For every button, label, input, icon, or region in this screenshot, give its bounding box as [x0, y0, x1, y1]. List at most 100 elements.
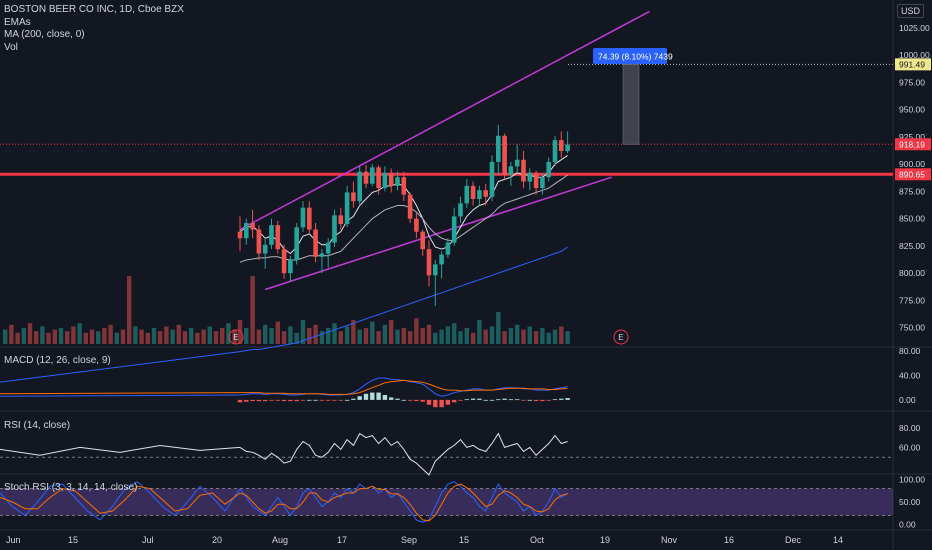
volume-bar [133, 326, 138, 344]
macd-histogram-bar [477, 398, 482, 400]
volume-bar [256, 329, 262, 344]
time-tick-label: 20 [212, 535, 222, 545]
volume-bar [458, 331, 463, 344]
stoch-d-line [239, 483, 568, 522]
currency-button[interactable]: USD [896, 4, 924, 18]
volume-bar [477, 320, 482, 344]
volume-bar [489, 326, 495, 344]
symbol-title[interactable]: BOSTON BEER CO INC, 1D, Cboe BZX [4, 4, 184, 15]
candle-body [370, 167, 375, 184]
volume-bar [508, 328, 514, 344]
macd-histogram-bar [439, 399, 444, 408]
volume-bar [269, 328, 274, 344]
candle-body [319, 253, 325, 257]
earnings-marker-future: E [618, 333, 623, 342]
candle-body [508, 166, 514, 175]
macd-histogram-bar [313, 399, 318, 401]
macd-histogram-bar [395, 398, 400, 400]
candle-body [388, 172, 394, 186]
stoch-tick-label: 50.00 [899, 497, 921, 507]
time-tick-label: 14 [833, 535, 843, 545]
candle-body [414, 218, 419, 232]
macd-histogram-bar [370, 392, 375, 400]
volume-bar [65, 331, 70, 344]
stoch-tick-label: 100.00 [899, 475, 925, 485]
candle-body [338, 215, 344, 225]
macd-histogram-bar [502, 398, 507, 400]
time-tick-label: Oct [530, 535, 545, 545]
price-tick-label: 1025.00 [899, 23, 930, 33]
macd-tick-label: 0.00 [899, 395, 916, 405]
macd-histogram-bar [533, 399, 539, 402]
indicator-ma200[interactable]: MA (200, close, 0) [4, 29, 85, 40]
volume-bar [565, 331, 570, 344]
candle-body [426, 249, 432, 276]
macd-histogram-bar [496, 399, 501, 401]
rsi-label[interactable]: RSI (14, close) [4, 420, 71, 431]
candle-body [300, 207, 306, 228]
volume-bar [244, 328, 249, 344]
macd-tick-label: 40.00 [899, 371, 921, 381]
macd-histogram-bar [294, 399, 299, 402]
indicator-emas[interactable]: EMAs [4, 16, 31, 28]
macd-histogram-bar [256, 399, 262, 402]
price-tick-label: 900.00 [899, 159, 925, 169]
volume-bar [9, 324, 14, 344]
macd-histogram-bar [376, 392, 381, 400]
candle-body [533, 172, 539, 189]
volume-bar [220, 328, 225, 344]
volume-bar [344, 326, 350, 344]
volume-bar [357, 329, 362, 344]
volume-bar [232, 329, 237, 344]
macd-histogram-bar [357, 396, 362, 400]
volume-bar [533, 331, 539, 344]
indicator-vol[interactable]: Vol [4, 41, 18, 53]
volume-bar [401, 328, 406, 344]
volume-bar [351, 320, 356, 344]
earnings-marker-future-circle [613, 329, 629, 345]
time-tick-label: Aug [272, 535, 288, 545]
volume-bar [496, 312, 501, 344]
volume-bar [426, 324, 432, 344]
candle-body [351, 192, 356, 202]
volume-bar [300, 320, 306, 344]
macd-histogram-bar [414, 399, 419, 402]
volume-bar [407, 331, 413, 344]
macd-histogram-bar [363, 393, 369, 400]
rsi-tick-label: 60.00 [899, 442, 921, 452]
macd-histogram-bar [420, 399, 425, 402]
time-tick-label: Nov [661, 535, 678, 545]
macd-histogram-bar [401, 399, 406, 401]
volume-bar [445, 326, 451, 344]
macd-histogram-bar [344, 399, 350, 401]
volume-bar [307, 328, 312, 344]
volume-bar [250, 276, 255, 344]
time-tick-label: Jul [142, 535, 154, 545]
candle-body [344, 192, 350, 225]
volume-bar [164, 326, 169, 344]
candle-body [401, 177, 407, 195]
macd-histogram-bar [300, 399, 306, 401]
macd-label[interactable]: MACD (12, 26, close, 9) [4, 355, 111, 366]
candle-body [281, 249, 287, 274]
candle-body [288, 260, 293, 274]
earnings-marker-past: E [233, 333, 238, 342]
volume-bar [176, 324, 181, 344]
volume-bar [370, 321, 375, 344]
candle-body [458, 203, 463, 217]
candle-body [483, 190, 488, 197]
candle-body [313, 229, 318, 257]
volume-bar [313, 324, 318, 344]
stoch-rsi-label[interactable]: Stoch RSI (3, 3, 14, 14, close) [4, 482, 138, 493]
volume-bar [145, 332, 150, 344]
candle-body [407, 194, 413, 219]
candle-body [395, 177, 400, 186]
candle-body [363, 171, 369, 184]
time-tick-label: 15 [459, 535, 469, 545]
price-tick-label: 850.00 [899, 214, 925, 224]
candle-body [256, 229, 262, 254]
macd-histogram-bar [546, 399, 551, 401]
volume-bar [452, 323, 457, 344]
rsi-tick-label: 80.00 [899, 423, 921, 433]
